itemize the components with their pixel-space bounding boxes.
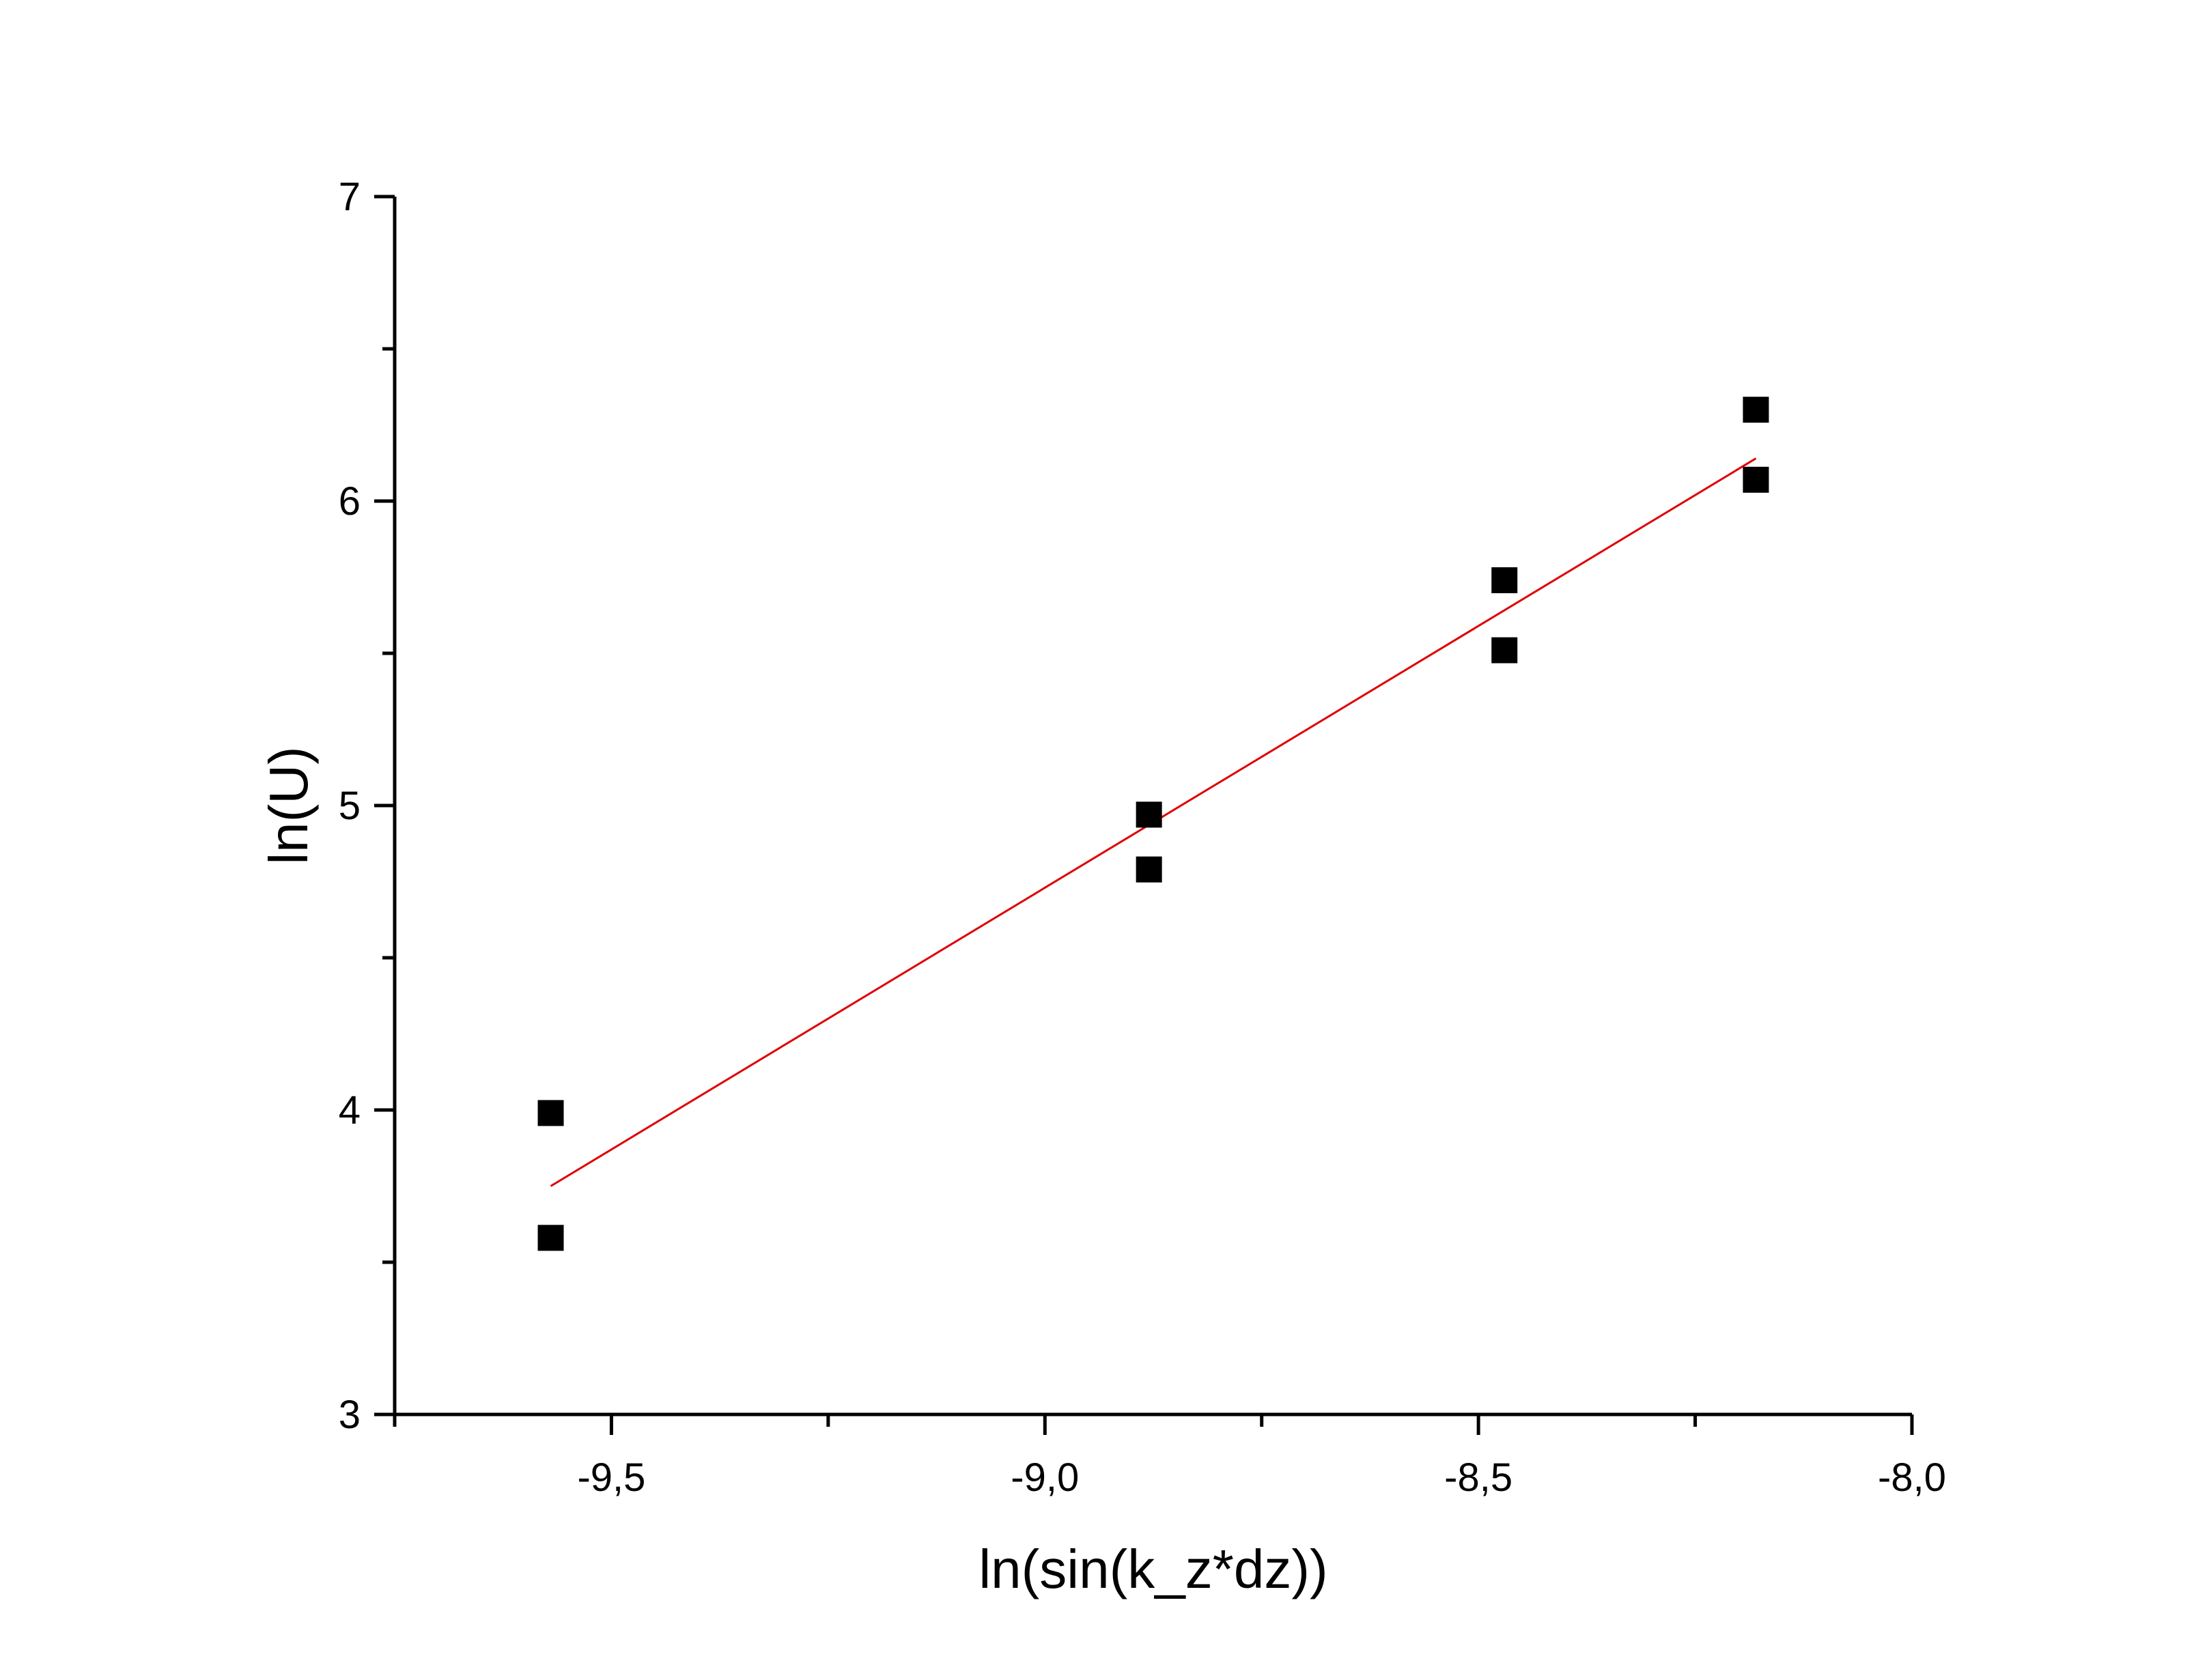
data-point xyxy=(1491,637,1518,664)
data-point xyxy=(1491,567,1518,593)
data-point xyxy=(1136,801,1162,828)
y-tick-label: 6 xyxy=(339,479,361,524)
y-tick-label: 7 xyxy=(339,175,361,219)
tick-labels: -9,5 -9,0 -8,5 -8,0 3 4 5 6 7 xyxy=(339,175,1946,1500)
x-axis-title: ln(sin(k_z*dz)) xyxy=(979,1539,1327,1599)
x-tick-label: -8,0 xyxy=(1878,1455,1946,1500)
axes xyxy=(374,195,1914,1435)
data-points xyxy=(537,397,1769,1251)
data-point xyxy=(537,1100,564,1126)
x-tick-label: -9,5 xyxy=(577,1455,645,1500)
x-tick-label: -8,5 xyxy=(1444,1455,1512,1500)
data-point xyxy=(1743,466,1769,493)
x-tick-label: -9,0 xyxy=(1011,1455,1079,1500)
y-tick-label: 4 xyxy=(339,1088,361,1133)
y-tick-label: 3 xyxy=(339,1393,361,1437)
data-point xyxy=(537,1225,564,1251)
data-point xyxy=(1743,397,1769,423)
y-tick-label: 5 xyxy=(339,784,361,828)
data-point xyxy=(1136,856,1162,883)
y-axis-title: ln(U) xyxy=(258,746,319,864)
